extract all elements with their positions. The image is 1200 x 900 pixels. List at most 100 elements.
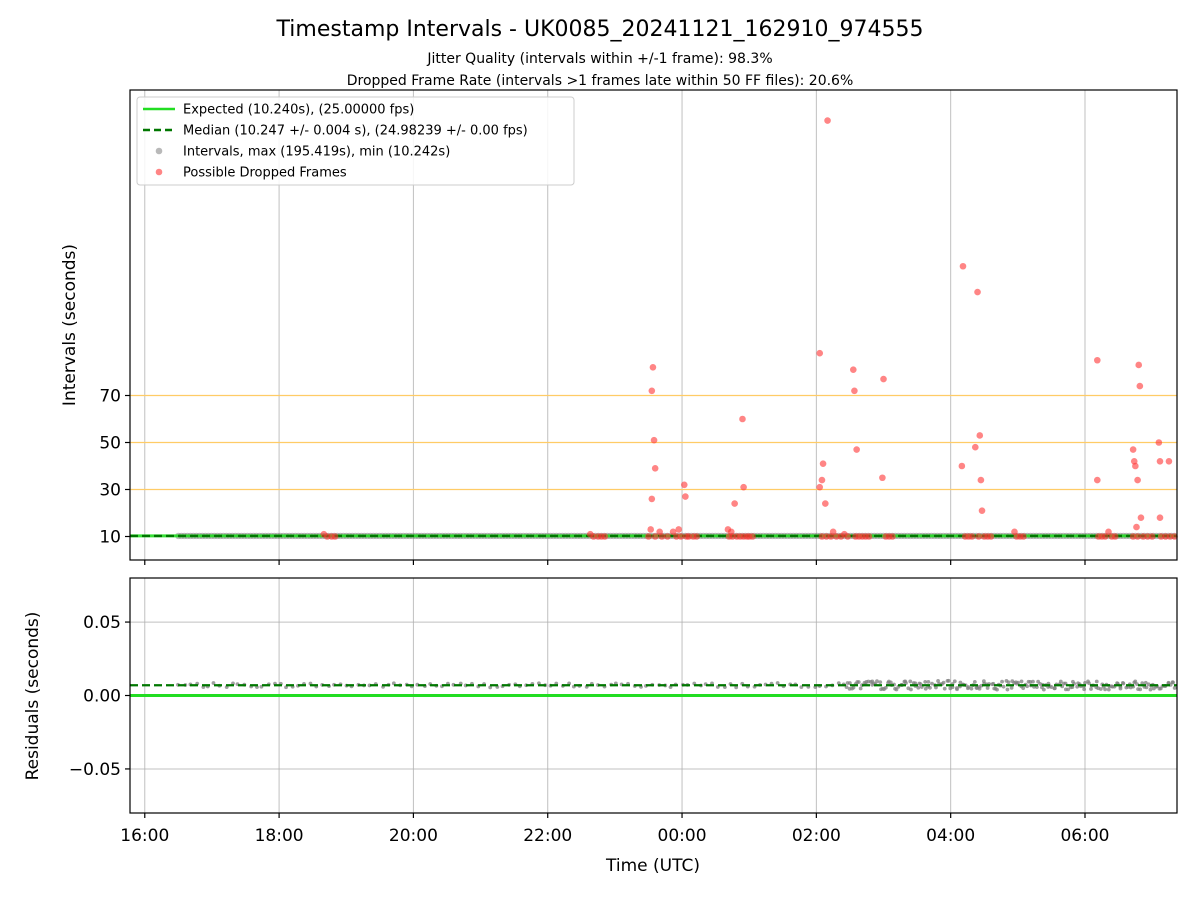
- residual-point: [930, 681, 934, 686]
- dropped-frame-point: [1165, 458, 1173, 465]
- residual-point: [942, 686, 947, 691]
- residual-point: [1041, 687, 1046, 692]
- residual-point: [1052, 686, 1057, 691]
- residual-point: [977, 686, 982, 691]
- chart-title: Timestamp Intervals - UK0085_20241121_16…: [276, 17, 924, 42]
- residual-point: [1021, 686, 1026, 691]
- dropped-frame-point: [731, 500, 738, 507]
- residual-point: [488, 685, 493, 690]
- residual-point: [1082, 687, 1087, 692]
- dropped-frame-point: [968, 533, 976, 540]
- dropped-frame-point: [1148, 533, 1156, 540]
- residual-point: [875, 679, 879, 684]
- x-tick-label: 22:00: [523, 826, 572, 846]
- legend-expected-label: Expected (10.240s), (25.00000 fps): [183, 103, 414, 118]
- chart-subtitle-dropped: Dropped Frame Rate (intervals >1 frames …: [347, 73, 854, 89]
- residual-point: [1094, 679, 1099, 684]
- residual-point: [1148, 687, 1153, 692]
- residual-point: [928, 685, 932, 690]
- intervals-y-ticks: 10 30 50 70: [99, 387, 130, 548]
- residual-point: [1172, 686, 1177, 690]
- dropped-frame-point: [669, 528, 677, 536]
- residual-point: [946, 678, 951, 683]
- residuals-y-axis-label: Residuals (seconds): [23, 612, 43, 781]
- x-tick-label: 00:00: [658, 826, 707, 846]
- residual-point: [958, 680, 963, 685]
- residual-point: [904, 681, 908, 685]
- dropped-frame-point: [1111, 533, 1119, 540]
- dropped-frame-point: [851, 387, 858, 395]
- residual-point: [878, 680, 883, 685]
- dropped-frame-point: [677, 533, 685, 540]
- legend-intervals-swatch: [155, 147, 163, 155]
- residual-point: [966, 685, 971, 689]
- residual-point: [934, 685, 938, 690]
- dropped-frame-point: [829, 528, 837, 536]
- dropped-frame-point: [889, 533, 896, 540]
- dropped-frame-point: [651, 465, 659, 472]
- residual-point: [1171, 680, 1175, 685]
- dropped-frame-point: [649, 364, 657, 371]
- dropped-frame-point: [879, 474, 886, 482]
- residual-point: [1089, 687, 1093, 691]
- residuals-y-tick-label: 0.05: [83, 613, 121, 633]
- x-tick-label: 04:00: [926, 826, 975, 846]
- dropped-frame-point: [1135, 361, 1143, 369]
- legend-intervals-label: Intervals, max (195.419s), min (10.242s): [183, 145, 450, 160]
- residual-point: [858, 686, 863, 691]
- residual-point: [836, 681, 841, 686]
- residual-point: [908, 679, 913, 684]
- dropped-frame-point: [675, 526, 682, 533]
- dropped-frame-point: [647, 526, 655, 533]
- residual-point: [969, 686, 974, 691]
- dropped-frame-point: [1132, 462, 1139, 470]
- dropped-frame-point: [1094, 476, 1101, 484]
- intervals-y-tick-label: 30: [99, 481, 121, 501]
- dropped-frame-point: [1134, 476, 1141, 484]
- dropped-frame-point: [664, 533, 671, 540]
- residual-point: [847, 681, 852, 685]
- residual-point: [1006, 680, 1011, 685]
- dropped-frame-point: [977, 476, 985, 484]
- dropped-frame-point: [680, 481, 688, 489]
- dropped-frame-point: [650, 436, 658, 444]
- dropped-frame-point: [693, 533, 700, 540]
- residual-point: [1103, 687, 1108, 692]
- dropped-frame-point: [975, 533, 982, 540]
- dropped-frame-point: [1101, 533, 1109, 540]
- residual-point: [941, 680, 946, 685]
- dropped-frame-point: [645, 533, 652, 540]
- residual-point: [955, 687, 959, 692]
- intervals-points: [130, 117, 1178, 540]
- x-tick-label: 02:00: [792, 826, 841, 846]
- residual-point: [1049, 685, 1054, 689]
- dropped-frame-point: [958, 462, 966, 470]
- dropped-frame-point: [331, 533, 339, 540]
- dropped-frame-point: [648, 495, 656, 503]
- residual-point: [1118, 686, 1123, 691]
- dropped-frame-point: [1134, 533, 1141, 540]
- dropped-frame-point: [959, 262, 967, 270]
- residual-point: [1066, 687, 1071, 692]
- x-tick-label: 18:00: [255, 826, 304, 846]
- dropped-frame-point: [1020, 533, 1027, 540]
- dropped-frame-point: [740, 483, 747, 491]
- legend: Expected (10.240s), (25.00000 fps) Media…: [136, 96, 575, 186]
- residual-point: [1000, 679, 1004, 684]
- residual-point: [923, 679, 928, 684]
- dropped-frame-point: [816, 349, 824, 357]
- dropped-frame-point: [1094, 356, 1101, 364]
- residual-point: [1138, 687, 1143, 692]
- residual-point: [995, 687, 999, 692]
- dropped-frame-point: [1171, 533, 1178, 540]
- residual-point: [1106, 687, 1111, 692]
- intervals-plot-frame: [129, 89, 1178, 561]
- residual-point: [1016, 680, 1020, 685]
- dropped-frame-point: [978, 507, 986, 514]
- dropped-frame-point: [976, 432, 984, 439]
- residuals-y-tick-label: −0.05: [69, 760, 121, 780]
- dropped-frame-point: [749, 533, 756, 540]
- residual-point: [1144, 685, 1149, 690]
- dropped-frame-point: [1136, 382, 1144, 390]
